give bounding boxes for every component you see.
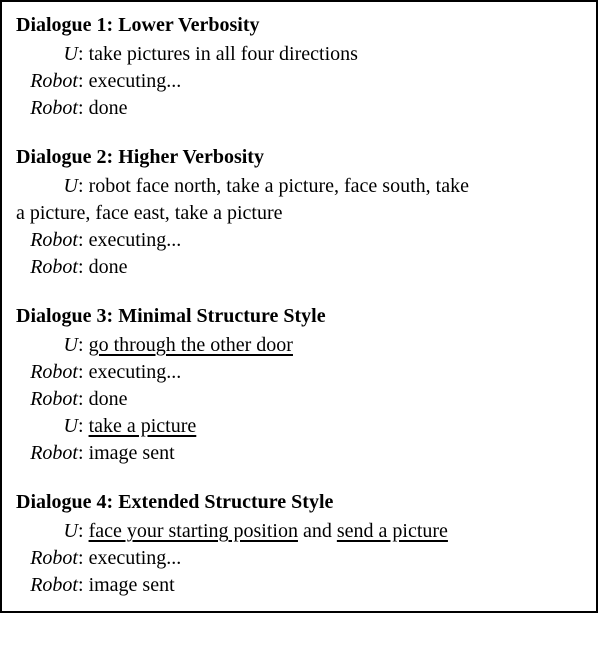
user-message-part1: robot face north, take a picture, face s… (89, 175, 469, 197)
dialogue-4-user-line: U: face your starting position and send … (16, 518, 582, 545)
dialogue-1-robot-line-2: Robot: done (16, 95, 582, 122)
robot-message: done (89, 256, 128, 278)
user-speaker-label: U (16, 518, 78, 545)
dialogue-1-title: Dialogue 1: Lower Verbosity (16, 12, 582, 39)
user-speaker-label: U (16, 413, 78, 440)
colon: : (78, 256, 89, 278)
robot-speaker-label: Robot (16, 254, 78, 281)
colon: : (78, 334, 89, 356)
robot-speaker-label: Robot (16, 359, 78, 386)
user-message: face your starting position and send a p… (89, 520, 448, 542)
robot-speaker-label: Robot (16, 386, 78, 413)
dialogue-4-title: Dialogue 4: Extended Structure Style (16, 489, 582, 516)
robot-speaker-label: Robot (16, 572, 78, 599)
user-message-connector: and (298, 520, 337, 542)
colon: : (78, 43, 89, 65)
robot-message: executing... (89, 361, 182, 383)
dialogue-1-user-line: U: take pictures in all four directions (16, 41, 582, 68)
dialogue-figure-box: Dialogue 1: Lower Verbosity U: take pict… (0, 0, 598, 613)
user-speaker-label: U (16, 41, 78, 68)
dialogue-3-user-line-2: U: take a picture (16, 413, 582, 440)
dialogue-3-robot-line-3: Robot: image sent (16, 440, 582, 467)
dialogue-2-user-line: U: robot face north, take a picture, fac… (16, 173, 582, 200)
robot-message: executing... (89, 70, 182, 92)
user-message: go through the other door (89, 334, 293, 356)
robot-message: image sent (89, 574, 175, 596)
colon: : (78, 415, 89, 437)
robot-speaker-label: Robot (16, 440, 78, 467)
colon: : (78, 229, 89, 251)
robot-speaker-label: Robot (16, 545, 78, 572)
robot-speaker-label: Robot (16, 68, 78, 95)
colon: : (78, 97, 89, 119)
user-message-segment-1: face your starting position (89, 520, 298, 542)
robot-message: executing... (89, 229, 182, 251)
dialogue-2-title: Dialogue 2: Higher Verbosity (16, 144, 582, 171)
dialogue-3-user-line-1: U: go through the other door (16, 332, 582, 359)
user-message-part2: a picture, face east, take a picture (16, 200, 582, 227)
dialogue-1-robot-line-1: Robot: executing... (16, 68, 582, 95)
dialogue-2-robot-line-2: Robot: done (16, 254, 582, 281)
dialogue-1: Dialogue 1: Lower Verbosity U: take pict… (16, 12, 582, 122)
colon: : (78, 175, 89, 197)
dialogue-3-robot-line-1: Robot: executing... (16, 359, 582, 386)
robot-message: done (89, 388, 128, 410)
colon: : (78, 547, 89, 569)
dialogue-3-title: Dialogue 3: Minimal Structure Style (16, 303, 582, 330)
user-message: take a picture (89, 415, 197, 437)
user-speaker-label: U (16, 173, 78, 200)
robot-speaker-label: Robot (16, 227, 78, 254)
robot-message: done (89, 97, 128, 119)
dialogue-4-robot-line-2: Robot: image sent (16, 572, 582, 599)
dialogue-3-robot-line-2: Robot: done (16, 386, 582, 413)
dialogue-3: Dialogue 3: Minimal Structure Style U: g… (16, 303, 582, 467)
user-speaker-label: U (16, 332, 78, 359)
colon: : (78, 388, 89, 410)
robot-message: executing... (89, 547, 182, 569)
user-message-segment-2: send a picture (337, 520, 448, 542)
colon: : (78, 574, 89, 596)
dialogue-4-robot-line-1: Robot: executing... (16, 545, 582, 572)
dialogue-2: Dialogue 2: Higher Verbosity U: robot fa… (16, 144, 582, 281)
robot-message: image sent (89, 442, 175, 464)
colon: : (78, 70, 89, 92)
colon: : (78, 442, 89, 464)
colon: : (78, 520, 89, 542)
dialogue-4: Dialogue 4: Extended Structure Style U: … (16, 489, 582, 599)
colon: : (78, 361, 89, 383)
user-message: take pictures in all four directions (89, 43, 358, 65)
robot-speaker-label: Robot (16, 95, 78, 122)
dialogue-2-robot-line-1: Robot: executing... (16, 227, 582, 254)
